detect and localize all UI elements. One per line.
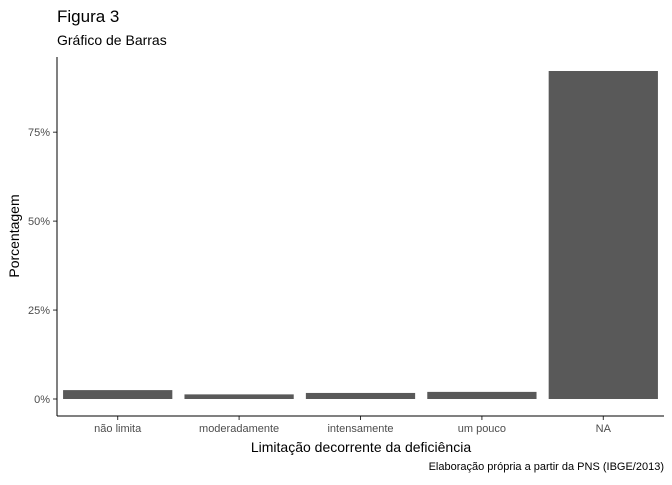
chart-caption: Elaboração própria a partir da PNS (IBGE…: [429, 461, 664, 473]
plot-area: não limita moderadamente intensamente um po…: [28, 57, 664, 435]
bar-0: [63, 390, 173, 399]
chart-subtitle: Gráfico de Barras: [57, 32, 167, 48]
bar-4: [548, 71, 658, 399]
y-axis-label: Porcentagem: [6, 194, 22, 277]
x-tick-label-2: intensamente: [327, 423, 393, 435]
x-tick-label-3: um pouco: [458, 423, 506, 435]
chart-title: Figura 3: [57, 7, 119, 26]
y-tick-label-0: 0%: [34, 394, 50, 406]
bar-3: [427, 391, 537, 399]
x-tick-label-0: não limita: [94, 423, 142, 435]
bar-1: [184, 394, 294, 399]
y-tick-label-3: 75%: [28, 127, 50, 139]
y-tick-label-1: 25%: [28, 305, 50, 317]
bar-2: [305, 392, 416, 399]
x-tick-label-1: moderadamente: [199, 423, 279, 435]
x-tick-label-4: NA: [596, 423, 612, 435]
y-tick-label-2: 50%: [28, 216, 50, 228]
x-axis-label: Limitação decorrente da deficiência: [251, 439, 471, 455]
